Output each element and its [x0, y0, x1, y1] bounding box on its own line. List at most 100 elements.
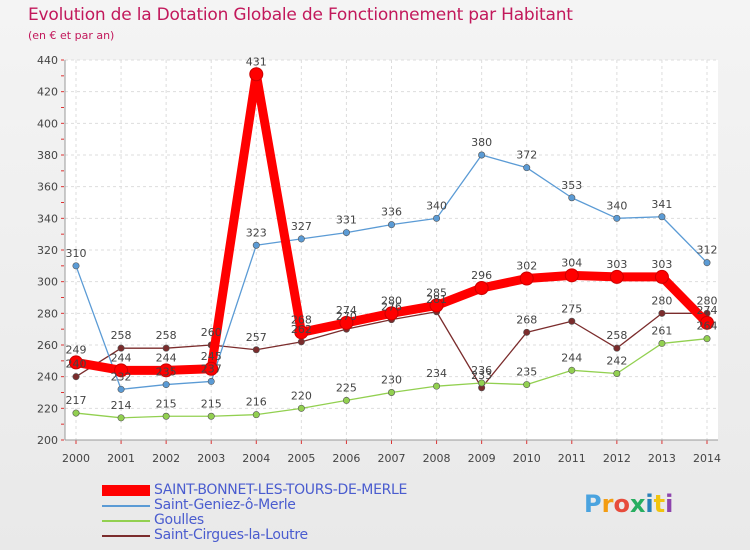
data-label: 257	[246, 331, 267, 344]
data-label: 215	[201, 397, 222, 410]
data-label: 281	[426, 293, 447, 306]
data-label: 237	[201, 362, 222, 375]
data-point	[478, 379, 486, 387]
data-point	[162, 344, 170, 352]
y-tick-label: 360	[37, 181, 58, 194]
legend-label: Saint-Geniez-ô-Merle	[154, 497, 296, 513]
data-label: 303	[651, 258, 672, 271]
y-tick-label: 280	[37, 307, 58, 320]
data-label: 280	[381, 294, 402, 307]
data-label: 235	[156, 366, 177, 379]
data-label: 261	[651, 324, 672, 337]
data-label: 270	[336, 310, 357, 323]
legend-swatch	[102, 505, 150, 507]
y-tick-label: 260	[37, 339, 58, 352]
x-tick-label: 2007	[378, 452, 406, 465]
data-label: 260	[201, 326, 222, 339]
data-point	[474, 281, 489, 295]
data-point	[162, 412, 170, 420]
data-label: 280	[697, 294, 718, 307]
data-point	[297, 404, 305, 412]
x-tick-label: 2008	[423, 452, 451, 465]
proxiti-logo: Proxiti	[584, 490, 673, 518]
data-label: 230	[381, 374, 402, 387]
logo-letter: x	[629, 490, 646, 518]
data-label: 242	[606, 355, 627, 368]
data-label: 341	[651, 198, 672, 211]
data-point	[69, 355, 83, 370]
chart-subtitle: (en € et par an)	[28, 29, 115, 42]
data-point	[613, 214, 621, 222]
data-label: 323	[246, 226, 267, 239]
data-label: 340	[426, 199, 447, 212]
data-point	[72, 262, 80, 270]
data-point	[342, 229, 350, 237]
y-tick-label: 340	[37, 212, 58, 225]
data-point	[162, 381, 170, 389]
data-label: 240	[66, 358, 87, 371]
data-point	[523, 164, 531, 172]
data-label: 214	[111, 399, 132, 412]
data-label: 249	[66, 343, 87, 356]
data-point	[523, 328, 531, 336]
y-tick-label: 320	[37, 244, 58, 257]
data-point	[384, 306, 399, 321]
data-label: 217	[66, 394, 87, 407]
data-label: 280	[651, 294, 672, 307]
x-tick-label: 2001	[107, 452, 135, 465]
data-point	[249, 67, 264, 82]
data-label: 303	[606, 258, 627, 271]
data-point	[478, 151, 486, 159]
data-point	[703, 259, 711, 267]
x-tick-label: 2013	[648, 452, 676, 465]
chart-title: Evolution de la Dotation Globale de Fonc…	[28, 5, 573, 25]
data-label: 353	[561, 179, 582, 192]
data-point	[294, 325, 309, 340]
data-label: 262	[291, 323, 312, 336]
data-label: 340	[606, 199, 627, 212]
x-tick-label: 2014	[693, 452, 721, 465]
data-point	[613, 344, 621, 352]
data-point	[342, 396, 350, 404]
legend-swatch	[102, 535, 150, 537]
logo-letter: t	[653, 490, 666, 518]
data-point	[433, 214, 441, 222]
data-point	[252, 411, 260, 419]
y-tick-label: 240	[37, 371, 58, 384]
data-point	[523, 381, 531, 389]
data-label: 258	[606, 329, 627, 342]
data-label: 276	[381, 301, 402, 314]
y-tick-label: 420	[37, 86, 58, 99]
data-point	[159, 363, 174, 378]
y-tick-label: 440	[37, 54, 58, 67]
y-tick-label: 380	[37, 149, 58, 162]
data-label: 336	[381, 206, 402, 219]
data-point	[658, 309, 666, 317]
y-tick-label: 300	[37, 276, 58, 289]
logo-letter: P	[584, 490, 602, 518]
data-label: 274	[336, 304, 357, 317]
data-point	[519, 271, 534, 286]
data-label: 233	[471, 369, 492, 382]
data-label: 372	[516, 149, 537, 162]
data-label: 245	[201, 350, 222, 363]
data-label: 312	[697, 244, 718, 257]
x-tick-label: 2005	[287, 452, 315, 465]
x-tick-label: 2000	[62, 452, 90, 465]
data-point	[387, 388, 395, 396]
data-label: 234	[426, 367, 447, 380]
data-point	[703, 335, 711, 343]
data-point	[658, 339, 666, 347]
data-label: 302	[516, 260, 537, 273]
data-label: 220	[291, 389, 312, 402]
data-point	[114, 363, 129, 378]
data-point	[700, 315, 714, 330]
data-label: 216	[246, 396, 267, 409]
data-label: 268	[291, 313, 312, 326]
legend-swatch	[102, 485, 150, 496]
data-point	[339, 315, 354, 330]
data-point	[117, 414, 125, 422]
data-label: 235	[516, 366, 537, 379]
legend-label: Saint-Cirgues-la-Loutre	[154, 527, 308, 543]
data-point	[387, 221, 395, 229]
